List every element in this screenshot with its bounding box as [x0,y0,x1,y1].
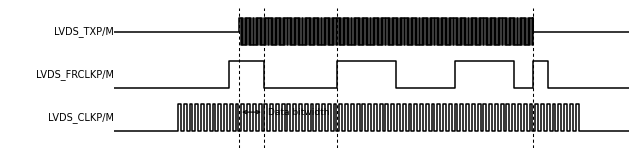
Text: Data bitwidth: Data bitwidth [267,108,329,117]
Text: LVDS_FRCLKP/M: LVDS_FRCLKP/M [36,69,114,80]
Text: LVDS_CLKP/M: LVDS_CLKP/M [48,112,114,123]
Text: LVDS_TXP/M: LVDS_TXP/M [55,26,114,37]
